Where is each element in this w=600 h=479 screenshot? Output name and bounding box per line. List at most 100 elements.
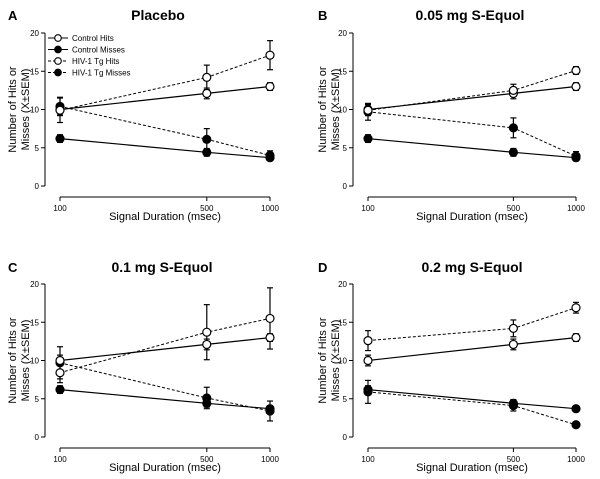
y-tick-label: 0 xyxy=(343,433,348,442)
series-line-control-misses xyxy=(59,389,271,410)
y-tick-label: 20 xyxy=(338,280,347,289)
panel-letter: C xyxy=(8,260,18,275)
panel-letter: B xyxy=(318,8,327,23)
chart-title: 0.05 mg S-Equol xyxy=(416,7,525,23)
y-axis-label-line2: Misses (X±SEM) xyxy=(330,320,342,402)
data-point xyxy=(202,134,212,144)
chart-title: 0.2 mg S-Equol xyxy=(421,259,522,275)
x-tick-label: 500 xyxy=(507,204,521,213)
panel-b: B 0.05 mg S-Equol 0 5 10 15 20 Number of Hits o… xyxy=(317,7,585,223)
legend-marker xyxy=(54,34,62,42)
y-axis-label-line2: Misses (X±SEM) xyxy=(20,69,32,151)
data-point xyxy=(55,384,65,395)
y-tick-label: 0 xyxy=(35,433,40,442)
y-axis-label-line1: Number of Hits or xyxy=(317,317,329,404)
series-line-control-hits xyxy=(59,85,271,111)
x-tick-label: 500 xyxy=(200,455,214,464)
x-tick-label: 100 xyxy=(361,455,375,464)
x-tick-label: 1000 xyxy=(567,204,585,213)
series-line-control-misses xyxy=(367,138,577,159)
data-point xyxy=(265,81,275,92)
data-point xyxy=(202,147,212,157)
data-point xyxy=(55,133,65,144)
data-point xyxy=(55,355,65,366)
y-tick-label: 15 xyxy=(338,318,347,327)
chart-title: Placebo xyxy=(131,7,185,23)
y-tick-label: 10 xyxy=(338,106,347,115)
data-point xyxy=(508,147,518,157)
series-line-hiv-1-tg-misses xyxy=(367,391,577,426)
x-tick-label: 1000 xyxy=(567,455,585,464)
data-point xyxy=(571,65,581,76)
data-point xyxy=(571,404,581,414)
y-tick-label: 5 xyxy=(343,395,348,404)
data-point xyxy=(55,105,65,115)
x-axis-label: Signal Duration (msec) xyxy=(416,211,528,223)
y-tick-label: 15 xyxy=(338,67,347,76)
data-point xyxy=(265,406,275,416)
legend: Control Hits Control Misses HIV-1 Tg Hits H… xyxy=(48,34,131,78)
panel-letter: D xyxy=(318,260,327,275)
y-tick-label: 0 xyxy=(35,182,40,191)
data-point xyxy=(265,50,275,60)
legend-marker xyxy=(54,45,62,54)
data-point xyxy=(508,401,518,411)
data-point xyxy=(571,332,581,343)
data-point xyxy=(363,355,373,366)
data-point xyxy=(571,81,581,92)
x-tick-label: 500 xyxy=(507,455,521,464)
y-tick-label: 20 xyxy=(338,29,347,38)
legend-marker xyxy=(54,68,62,77)
x-axis-label: Signal Duration (msec) xyxy=(109,211,221,223)
data-point xyxy=(363,387,373,397)
data-point xyxy=(508,323,518,333)
data-point xyxy=(265,332,275,343)
x-axis-label: Signal Duration (msec) xyxy=(109,462,221,474)
x-tick-label: 100 xyxy=(53,455,67,464)
series-line-control-hits xyxy=(59,337,271,362)
x-tick-label: 100 xyxy=(53,204,67,213)
y-tick-label: 10 xyxy=(30,106,39,115)
series-line-control-hits xyxy=(367,337,577,362)
data-point xyxy=(202,88,212,99)
y-axis-label-line1: Number of Hits or xyxy=(317,66,329,153)
y-axis-label-line1: Number of Hits or xyxy=(7,317,19,404)
data-point xyxy=(508,85,518,95)
y-tick-label: 0 xyxy=(343,182,348,191)
series-line-control-misses xyxy=(367,389,577,410)
y-tick-label: 5 xyxy=(35,395,40,404)
legend-label: HIV-1 Tg Hits xyxy=(72,57,119,66)
data-point xyxy=(265,150,275,160)
legend-label: HIV-1 Tg Misses xyxy=(72,69,131,78)
data-point xyxy=(508,123,518,133)
data-point xyxy=(571,303,581,313)
data-point xyxy=(508,339,518,350)
x-axis-label: Signal Duration (msec) xyxy=(416,462,528,474)
data-point xyxy=(202,339,212,350)
y-tick-label: 10 xyxy=(30,357,39,366)
series-line-hiv-1-tg-hits xyxy=(59,317,271,374)
data-point xyxy=(202,72,212,82)
data-point xyxy=(571,420,581,430)
y-axis-label-line1: Number of Hits or xyxy=(7,66,19,153)
y-tick-label: 5 xyxy=(343,144,348,153)
legend-label: Control Misses xyxy=(72,46,125,55)
data-point xyxy=(363,105,373,115)
data-point xyxy=(265,313,275,324)
data-point xyxy=(202,393,212,403)
panel-letter: A xyxy=(8,8,18,23)
y-tick-label: 15 xyxy=(30,67,39,76)
y-tick-label: 15 xyxy=(30,318,39,327)
panel-c: C 0.1 mg S-Equol 0 5 10 15 20 Number of Hits or… xyxy=(7,259,279,474)
x-tick-label: 1000 xyxy=(261,204,279,213)
data-point xyxy=(363,133,373,144)
x-tick-label: 500 xyxy=(200,204,214,213)
y-tick-label: 20 xyxy=(30,29,39,38)
series-line-hiv-1-tg-hits xyxy=(367,307,577,342)
data-point xyxy=(55,368,65,378)
y-axis-label-line2: Misses (X±SEM) xyxy=(330,69,342,151)
panel-d: D 0.2 mg S-Equol 0 5 10 15 20 Number of Hits or… xyxy=(317,259,585,474)
x-tick-label: 100 xyxy=(361,204,375,213)
series-line-control-misses xyxy=(59,138,271,159)
y-tick-label: 20 xyxy=(30,280,39,289)
